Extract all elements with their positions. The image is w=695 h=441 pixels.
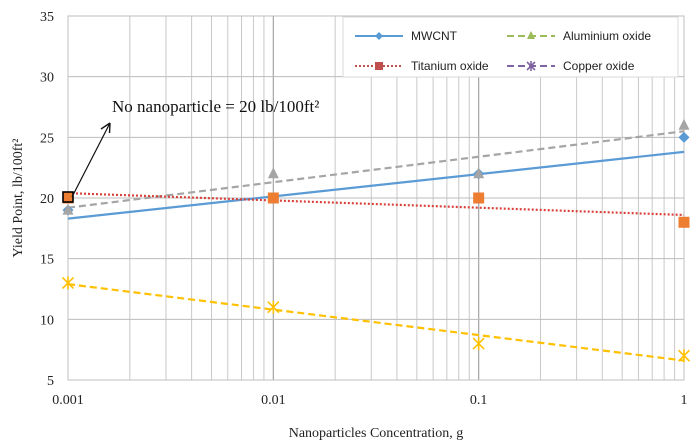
data-point-copper-oxide [267,300,280,314]
x-tick-label: 0.01 [261,393,286,408]
data-point-aluminium-oxide [473,167,485,179]
annotation-text: No nanoparticle = 20 lb/100ft² [112,97,319,116]
legend-label: MWCNT [411,29,458,43]
legend-label: Titanium oxide [411,59,489,73]
legend-swatch-marker [527,31,535,39]
trend-line-titanium-oxide [67,192,685,217]
data-point-titanium-oxide [62,192,74,204]
x-axis-title: Nanoparticles Concentration, g [289,426,464,441]
data-point-copper-oxide [677,349,691,363]
legend: MWCNT Aluminium oxide Titanium oxide Copper… [342,16,679,78]
x-tick-label: 1 [681,393,688,408]
data-markers [61,118,691,363]
y-tick-label: 5 [47,374,54,389]
trend-line-copper-oxide [67,283,685,362]
y-tick-label: 10 [40,313,54,328]
legend-item-aluminium-oxide: Aluminium oxide [507,29,651,43]
legend-swatch-marker [526,61,536,71]
legend-swatch-marker [375,32,383,40]
y-tick-label: 30 [40,71,54,86]
y-axis-title: Yield Point, lb/100ft² [11,139,26,258]
legend-label: Aluminium oxide [563,29,651,43]
trend-line-mwcnt [67,150,685,220]
y-tick-label: 15 [40,253,54,268]
trend-lines [67,130,685,362]
reference-point-marker [62,191,74,203]
y-tick-label: 25 [40,131,54,146]
data-point-copper-oxide [472,337,485,351]
legend-item-mwcnt: MWCNT [355,29,458,43]
data-point-titanium-oxide [678,216,690,228]
data-point-aluminium-oxide [267,167,279,179]
y-tick-label: 35 [40,10,54,25]
tick-labels: 5 10 15 20 25 30 35 0.001 0.01 0.1 1 [40,10,688,408]
data-point-titanium-oxide [473,192,485,204]
legend-label: Copper oxide [563,59,635,73]
annotation-arrowhead [100,122,111,134]
y-tick-label: 20 [40,192,54,207]
data-point-copper-oxide [61,276,75,290]
data-point-aluminium-oxide [62,203,74,215]
legend-item-copper-oxide: Copper oxide [507,59,635,73]
data-point-aluminium-oxide [678,118,690,130]
legend-item-titanium-oxide: Titanium oxide [355,59,489,73]
annotation: No nanoparticle = 20 lb/100ft² [71,97,319,198]
data-point-titanium-oxide [267,192,279,204]
annotation-arrow [71,122,111,198]
x-tick-label: 0.1 [470,393,488,408]
data-point-mwcnt [678,131,690,143]
legend-swatch-marker [375,62,383,70]
trend-line-aluminium-oxide [67,130,685,209]
x-tick-label: 0.001 [52,393,84,408]
